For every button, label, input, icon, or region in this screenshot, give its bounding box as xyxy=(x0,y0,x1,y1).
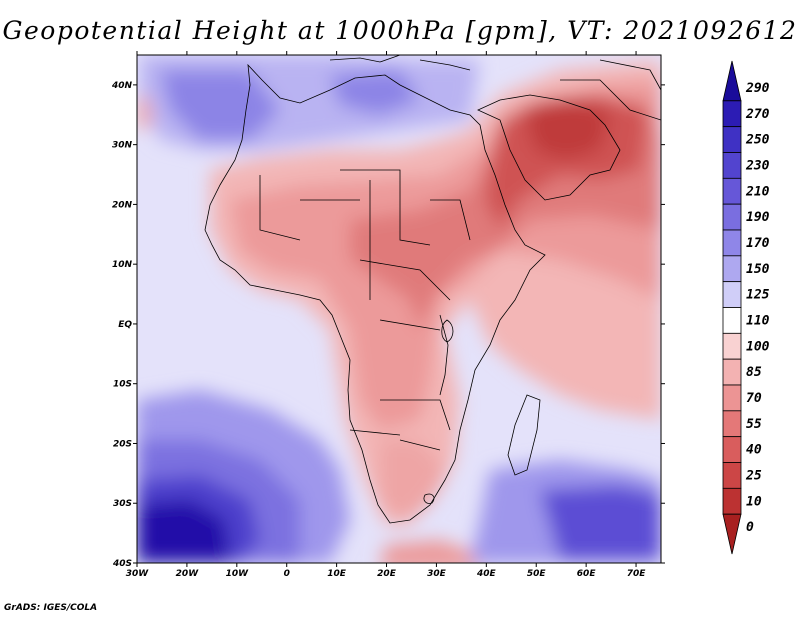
lat-tick-label: 20S xyxy=(113,439,132,449)
colorbar-swatch xyxy=(722,229,742,257)
lat-tick-label: 10N xyxy=(112,260,133,270)
lon-tick-label: 30W xyxy=(126,569,150,579)
lat-tick-label: 40S xyxy=(112,559,132,569)
colorbar-swatch xyxy=(722,281,742,308)
colorbar-label: 110 xyxy=(746,314,770,329)
colorbar-label: 0 xyxy=(746,520,754,535)
colorbar-label: 25 xyxy=(745,469,762,484)
colorbar-label: 150 xyxy=(746,262,770,277)
colorbar-label: 85 xyxy=(746,365,762,380)
colorbar-label: 270 xyxy=(745,107,770,122)
colorbar-swatch xyxy=(722,126,742,153)
colorbar-swatch xyxy=(722,152,742,179)
lon-tick-label: 60E xyxy=(577,569,597,579)
colorbar-label: 55 xyxy=(746,417,762,432)
axis-ticks: 30W 20W 10W 0 10E 20E 30E 40E 50E 60E 70E 40N 30N 20N… xyxy=(111,51,665,579)
lat-tick-label: 10S xyxy=(113,380,132,390)
colorbar: 2902702502302101901701501251101008570554… xyxy=(722,60,770,555)
lon-tick-label: 20E xyxy=(377,569,397,579)
grads-credit: GrADS: IGES/COLA xyxy=(4,603,98,613)
lon-tick-label: 50E xyxy=(527,569,547,579)
lon-tick-label: 40E xyxy=(476,569,497,579)
colorbar-swatch xyxy=(722,255,742,283)
colorbar-swatch xyxy=(722,410,742,438)
colorbar-label: 230 xyxy=(745,159,770,174)
lat-tick-label: EQ xyxy=(118,320,132,330)
lat-tick-label: 30N xyxy=(112,141,133,151)
colorbar-bottom-arrow xyxy=(722,513,742,555)
lat-tick-label: 30S xyxy=(113,499,132,509)
height-field xyxy=(137,55,661,563)
coastlines xyxy=(204,55,661,524)
colorbar-swatch xyxy=(722,100,742,128)
map-frame xyxy=(136,54,662,564)
colorbar-swatch xyxy=(722,307,742,334)
colorbar-swatch xyxy=(722,332,742,360)
colorbar-swatch xyxy=(722,177,742,205)
colorbar-top-arrow xyxy=(722,60,742,102)
lon-tick-label: 10E xyxy=(327,569,347,579)
colorbar-swatch xyxy=(722,203,742,231)
colorbar-swatch xyxy=(722,384,742,412)
colorbar-label: 190 xyxy=(746,210,770,225)
colorbar-label: 100 xyxy=(746,339,770,354)
colorbar-label: 40 xyxy=(746,443,762,458)
colorbar-label: 125 xyxy=(746,288,770,303)
lon-tick-label: 10W xyxy=(226,569,250,579)
colorbar-swatch xyxy=(722,436,742,463)
colorbar-swatch xyxy=(722,487,742,515)
colorbar-label: 10 xyxy=(746,494,762,509)
lat-tick-label: 20N xyxy=(112,200,133,210)
colorbar-label: 250 xyxy=(745,133,770,148)
colorbar-swatch xyxy=(722,462,742,489)
lon-tick-label: 70E xyxy=(627,569,647,579)
lon-tick-label: 20W xyxy=(176,569,200,579)
colorbar-swatch xyxy=(722,358,742,386)
lon-tick-label: 30E xyxy=(427,569,447,579)
colorbar-label: 70 xyxy=(746,391,762,406)
lon-tick-label: 0 xyxy=(284,569,290,579)
lat-tick-label: 40N xyxy=(111,81,133,91)
colorbar-label: 210 xyxy=(745,184,770,199)
colorbar-label: 290 xyxy=(745,81,770,96)
colorbar-label: 170 xyxy=(746,236,770,251)
map-title: Geopotential Height at 1000hPa [gpm], VT… xyxy=(2,16,798,45)
